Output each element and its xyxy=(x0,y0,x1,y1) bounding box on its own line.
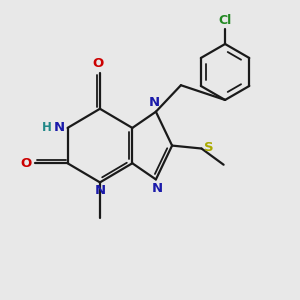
Text: S: S xyxy=(205,141,214,154)
Text: N: N xyxy=(152,182,163,195)
Text: O: O xyxy=(20,157,32,170)
Text: Cl: Cl xyxy=(218,14,232,27)
Text: N: N xyxy=(94,184,106,197)
Text: N: N xyxy=(54,122,65,134)
Text: N: N xyxy=(149,96,160,109)
Text: H: H xyxy=(41,121,51,134)
Text: O: O xyxy=(93,58,104,70)
